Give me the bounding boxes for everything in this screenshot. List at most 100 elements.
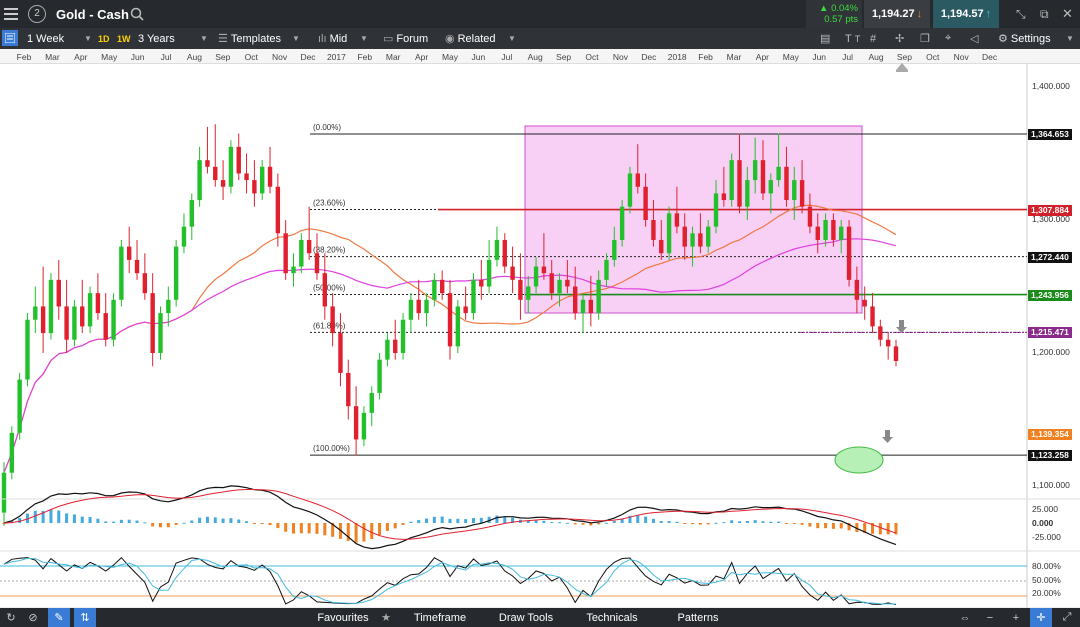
expand-icon[interactable]: ⤢ xyxy=(1062,611,1072,623)
arrow-down-icon: ↓ xyxy=(916,8,923,20)
histogram-bar xyxy=(573,523,577,525)
candle-body xyxy=(635,173,640,187)
timeframe-button[interactable]: Timeframe xyxy=(413,611,467,624)
minimize-icon[interactable]: ⤡ xyxy=(1016,6,1026,21)
histogram-bar xyxy=(722,522,726,524)
candles xyxy=(1,124,899,526)
study-icon[interactable]: ▤ xyxy=(820,33,831,45)
osc2-tick-bottom: 20.00% xyxy=(1032,588,1061,598)
month-label: Oct xyxy=(585,52,599,62)
histogram-bar xyxy=(198,517,202,523)
candle-body xyxy=(784,166,789,201)
sell-price-button[interactable]: 1,194.27 ↓ xyxy=(864,0,930,28)
technicals-button[interactable]: Technicals xyxy=(586,611,638,624)
crosshair-mode-icon[interactable]: ✛ xyxy=(1030,608,1052,627)
candle-body xyxy=(494,239,500,260)
candle-body xyxy=(580,299,586,314)
candle-body xyxy=(213,166,218,181)
histogram-bar xyxy=(581,523,585,525)
candle-body xyxy=(377,359,382,393)
button-1d[interactable]: 1D xyxy=(98,33,110,44)
month-label: Jun xyxy=(812,52,826,62)
close-icon[interactable]: ✕ xyxy=(1062,6,1073,21)
fibonacci-retracement[interactable]: (0.00%) (23.60%) (38.20%) (50.00%) (61.80%) (… xyxy=(310,123,1027,456)
candle-body xyxy=(486,259,492,287)
histogram-bar xyxy=(651,518,655,523)
histogram-bar xyxy=(378,523,382,536)
macd-indicator xyxy=(2,485,898,550)
zoom-in-icon[interactable]: + xyxy=(1012,611,1020,624)
price-type-button[interactable]: ılı Mid xyxy=(318,28,347,49)
candle-body xyxy=(87,293,93,327)
y-tick-label: 1,200.000 xyxy=(1032,347,1070,357)
month-label: Aug xyxy=(187,52,202,62)
forum-button[interactable]: ▭ Forum xyxy=(383,28,428,49)
month-label: May xyxy=(442,52,459,62)
settings-label: Settings xyxy=(1010,32,1051,45)
histogram-bar xyxy=(127,519,131,523)
histogram-bar xyxy=(589,523,593,526)
zoom-out-icon[interactable]: − xyxy=(986,611,994,624)
patterns-button[interactable]: Patterns xyxy=(677,611,719,624)
histogram-bar xyxy=(213,517,217,523)
histogram-bar xyxy=(620,518,624,523)
grid-icon[interactable]: # xyxy=(870,32,877,45)
histogram-bar xyxy=(464,519,468,523)
layers-icon[interactable]: ❐ xyxy=(920,33,930,45)
histogram-bar xyxy=(174,523,178,525)
candle-body xyxy=(463,306,468,314)
candle-body xyxy=(56,279,61,307)
eraser-icon[interactable]: ◁ xyxy=(970,33,979,45)
pen-icon[interactable]: ✎ xyxy=(48,608,70,627)
y-tick-label: 1,400.000 xyxy=(1032,81,1070,91)
favourites-button[interactable]: Favourites xyxy=(317,611,369,624)
price-flag: 1,364.653 xyxy=(1028,129,1072,140)
buy-price-button[interactable]: 1,194.57 ↑ xyxy=(933,0,999,28)
histogram-bar xyxy=(604,522,608,524)
block-icon[interactable]: ⊘ xyxy=(28,612,38,624)
histogram-bar xyxy=(190,520,194,523)
star-icon[interactable]: ★ xyxy=(381,612,391,624)
button-1w[interactable]: 1W xyxy=(117,33,131,44)
month-label: Dec xyxy=(982,52,998,62)
instrument-count-badge[interactable]: 2 xyxy=(28,0,46,28)
interval-select[interactable]: 1 Week xyxy=(27,32,65,45)
refresh-icon[interactable]: ↻ xyxy=(6,612,16,624)
target-ellipse[interactable] xyxy=(834,446,884,474)
month-label: Feb xyxy=(357,52,372,62)
candle-body xyxy=(173,246,179,300)
histogram-bar xyxy=(847,523,851,531)
instrument-title[interactable]: Gold - Cash xyxy=(56,6,129,22)
candle-body xyxy=(745,180,750,207)
search-icon[interactable] xyxy=(130,0,144,28)
settings-button[interactable]: ⚙ Settings xyxy=(998,28,1051,49)
cursor-icon[interactable]: ⌖ xyxy=(945,32,952,44)
candle-body xyxy=(1,472,7,513)
range-select[interactable]: 3 Years xyxy=(138,32,175,45)
histogram-bar xyxy=(691,523,695,524)
candle-body xyxy=(416,299,421,314)
stoch-d-line xyxy=(3,557,897,605)
fit-icon[interactable]: ⇔ xyxy=(959,611,971,624)
related-button[interactable]: ◉ Related xyxy=(445,28,496,49)
histogram-bar xyxy=(432,516,436,523)
histogram-bar xyxy=(667,521,671,523)
draw-tools-button[interactable]: Draw Tools xyxy=(498,611,554,624)
month-label: Mar xyxy=(45,52,60,62)
month-label: Dec xyxy=(300,52,316,62)
consolidation-box[interactable] xyxy=(524,125,863,314)
templates-button[interactable]: ☰ Templates xyxy=(218,28,281,49)
histogram-bar xyxy=(425,518,429,523)
swap-icon[interactable]: ⇅ xyxy=(74,608,96,627)
popout-icon[interactable]: ⧉ xyxy=(1040,6,1049,21)
crosshair-icon[interactable]: ✢ xyxy=(895,33,905,45)
candle-body xyxy=(526,286,531,300)
osc2-tick-mid: 50.00% xyxy=(1032,575,1061,585)
price-chart[interactable]: (0.00%) (23.60%) (38.20%) (50.00%) (61.80%) (… xyxy=(0,63,1080,608)
badge-number: 2 xyxy=(28,5,46,23)
menu-icon[interactable] xyxy=(4,0,20,28)
candle-body xyxy=(119,246,124,300)
chart-list-icon[interactable] xyxy=(2,30,18,46)
candle-body xyxy=(502,239,507,267)
